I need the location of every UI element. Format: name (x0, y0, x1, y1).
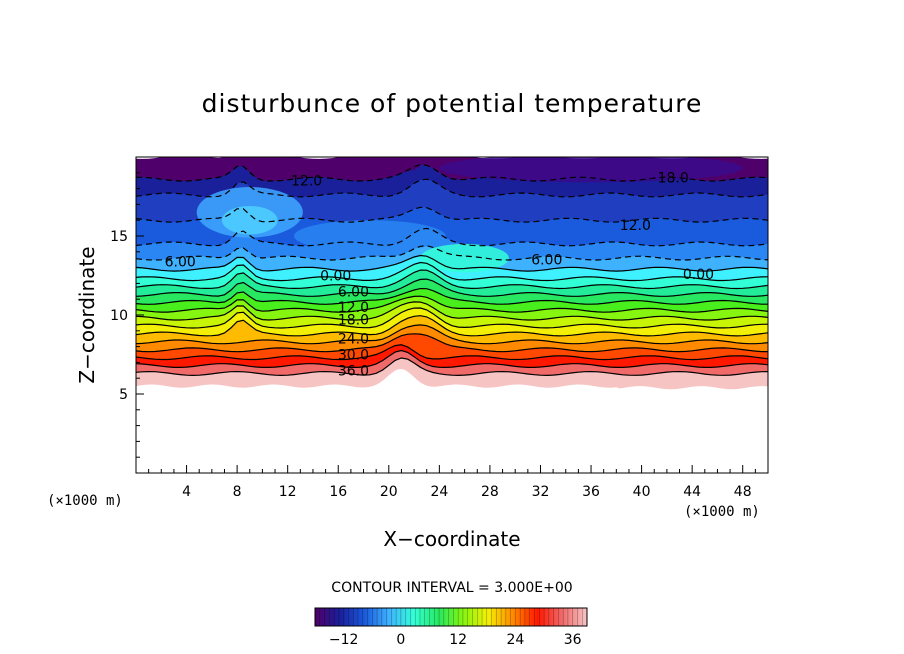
plot-area: 12.0 18.012.06.00 6.000.00 0.006.0012.018.0… (136, 157, 768, 473)
contour-label-12: 36.0 (338, 363, 369, 379)
x-tick-label: 20 (380, 484, 398, 500)
contour-line-13 (136, 254, 768, 272)
x-unit-left: (×1000 m) (47, 493, 123, 509)
field-blob-5 (331, 157, 421, 175)
contour-line-7 (136, 301, 768, 321)
x-tick-label: 32 (532, 484, 550, 500)
x-tick-label: 16 (329, 484, 347, 500)
y-axis-label: Z−coordinate (75, 246, 99, 383)
contour-line-2 (136, 344, 768, 361)
x-tick-label: 8 (233, 484, 242, 500)
contour-line-4 (136, 324, 768, 345)
y-tick-label: 10 (110, 308, 128, 324)
contour-line-12 (136, 261, 768, 282)
contour-label-4: 6.00 (531, 253, 562, 269)
colorbar: −12 0 12 24 36 (314, 607, 588, 648)
contour-label-11: 30.0 (338, 348, 369, 364)
contour-labels: 12.0 18.012.06.00 6.000.00 0.006.0012.018.0… (165, 171, 714, 380)
x-tick-label: 12 (279, 484, 297, 500)
x-tick-label: 36 (582, 484, 600, 500)
colorbar-tick-label: 0 (396, 632, 405, 648)
colorbar-ticks: −12 0 12 24 36 (329, 632, 582, 648)
contour-label-1: 18.0 (658, 171, 689, 187)
field-blob-4 (439, 157, 743, 183)
contour-label-9: 18.0 (338, 313, 369, 329)
contour-interval-label: CONTOUR INTERVAL = 3.000E+00 (331, 580, 572, 596)
contour-label-2: 12.0 (620, 218, 651, 234)
chart-title: disturbunce of potential temperature (202, 89, 703, 118)
contour-label-6: 0.00 (683, 267, 714, 283)
contour-line-3 (136, 333, 768, 353)
field-blob-2 (294, 220, 446, 252)
contour-label-0: 12.0 (291, 174, 322, 190)
contour-line-8 (136, 295, 768, 313)
contour-line-11 (136, 269, 768, 290)
contour-line-17 (136, 178, 768, 198)
colorbar-gradient-bar (314, 607, 588, 627)
y-tick-label: 15 (110, 229, 128, 245)
contour-label-7: 6.00 (338, 284, 369, 300)
x-tick-label: 4 (182, 484, 191, 500)
y-axis-ticks: 5 10 15 (110, 172, 144, 458)
x-tick-label: 28 (481, 484, 499, 500)
contour-line-5 (136, 315, 768, 337)
colorbar-stripes (319, 608, 583, 626)
contour-line-10 (136, 278, 768, 297)
colorbar-tick-label: 36 (564, 632, 582, 648)
contour-line-9 (136, 287, 768, 305)
x-tick-label: 24 (430, 484, 448, 500)
y-tick-label: 5 (119, 387, 128, 403)
contour-line-0 (136, 357, 768, 377)
x-tick-label: 40 (633, 484, 651, 500)
colorbar-tick-label: 24 (507, 632, 525, 648)
contour-line-15 (136, 227, 768, 247)
contour-label-5: 0.00 (320, 269, 351, 285)
contour-lines (136, 164, 768, 377)
contour-line-1 (136, 349, 768, 369)
colorbar-tick-label: 12 (449, 632, 467, 648)
contour-label-3: 6.00 (165, 254, 196, 270)
terrain-mask (136, 369, 768, 473)
x-tick-label: 48 (734, 484, 752, 500)
x-unit-right: (×1000 m) (684, 504, 760, 520)
contour-label-10: 24.0 (338, 332, 369, 348)
x-tick-label: 44 (683, 484, 701, 500)
x-axis-ticks: 4 8 12 16 20 24 28 32 36 40 44 48 (148, 465, 756, 500)
x-axis-label: X−coordinate (383, 527, 520, 551)
colorbar-tick-label: −12 (329, 632, 359, 648)
contour-label-8: 12.0 (338, 300, 369, 316)
field-blob-1 (221, 205, 278, 235)
contour-line-6 (136, 307, 768, 329)
contour-line-18 (136, 164, 768, 182)
